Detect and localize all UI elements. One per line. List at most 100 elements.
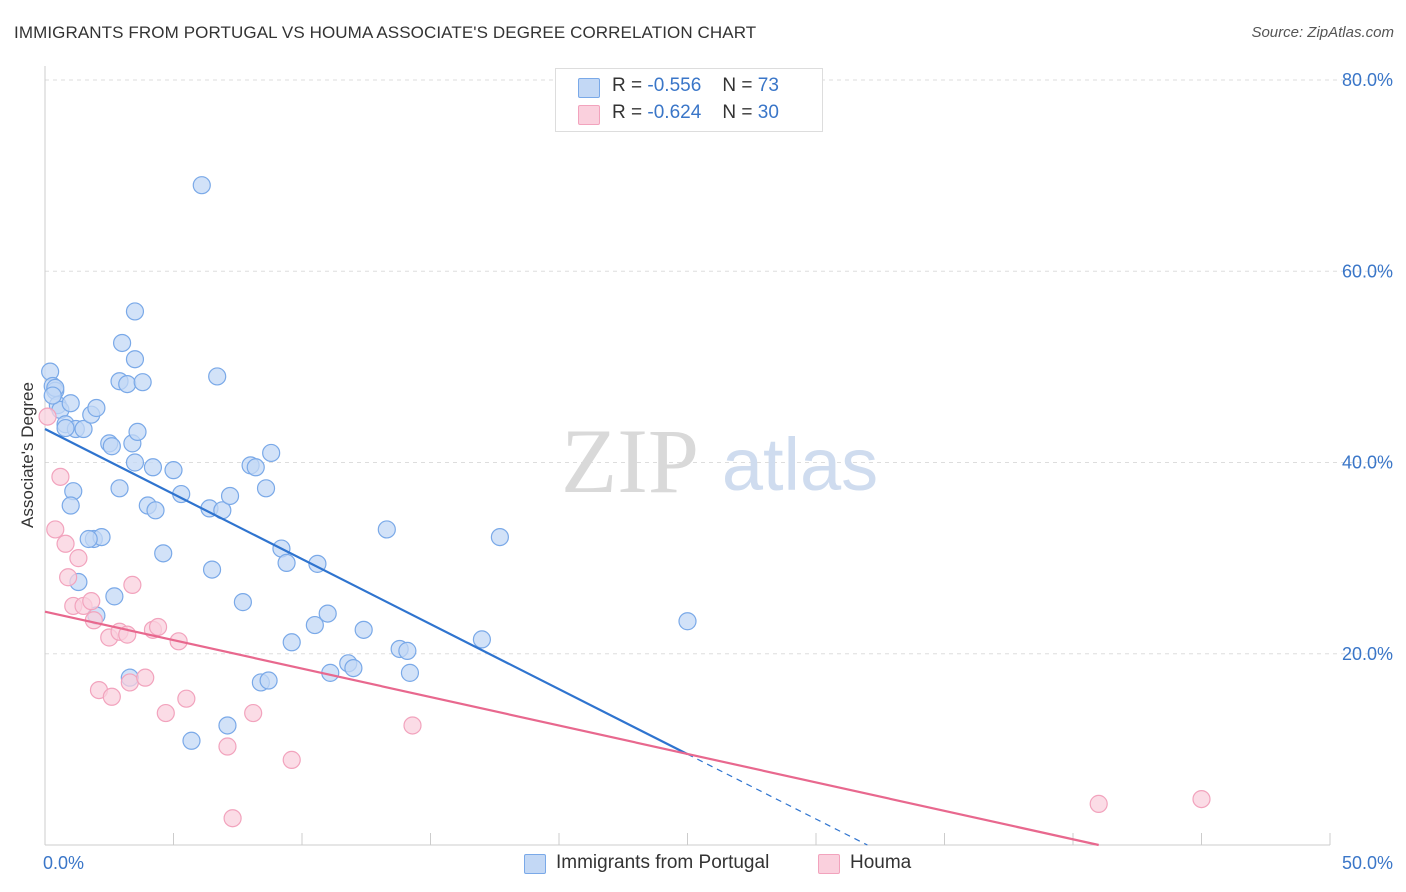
bottom-legend-label-portugal: Immigrants from Portugal xyxy=(556,852,770,873)
data-point xyxy=(256,479,276,498)
y-axis-label: Associate's Degree xyxy=(18,382,37,528)
legend-n-value-portugal: 73 xyxy=(757,75,779,96)
data-point xyxy=(56,534,75,553)
watermark: ZIP atlas xyxy=(561,410,878,512)
data-point xyxy=(61,394,80,413)
data-point xyxy=(110,479,129,498)
trend-lines xyxy=(44,428,1099,847)
y-tick-label: 40.0% xyxy=(1342,453,1393,473)
trend-line xyxy=(44,428,688,756)
grid-lines xyxy=(45,79,1392,655)
series-immigrants-from-portugal xyxy=(41,176,697,750)
data-point xyxy=(136,668,155,687)
data-point xyxy=(133,373,152,392)
x-tick-label: 50.0% xyxy=(1342,853,1393,873)
legend-r-value-houma: -0.624 xyxy=(647,102,702,123)
watermark-atlas: atlas xyxy=(722,423,878,506)
data-point xyxy=(403,716,422,735)
data-point xyxy=(177,689,196,708)
data-point xyxy=(82,592,101,611)
data-point xyxy=(223,809,242,828)
data-point xyxy=(182,731,201,750)
data-point xyxy=(164,461,183,480)
legend-r-label: R = xyxy=(612,75,643,96)
correlation-legend: R = -0.556 N = 73 R = -0.624 N = 30 xyxy=(555,68,823,132)
data-point xyxy=(38,407,57,426)
data-point xyxy=(154,544,173,563)
data-point xyxy=(69,549,88,568)
data-point xyxy=(74,419,93,439)
data-point xyxy=(105,587,124,606)
bottom-legend-swatch-houma xyxy=(818,854,840,874)
watermark-zip: ZIP xyxy=(561,410,699,512)
data-point xyxy=(120,673,139,692)
legend-r-value-portugal: -0.556 xyxy=(647,75,702,96)
data-point xyxy=(128,422,147,441)
data-point xyxy=(244,703,263,723)
data-point xyxy=(125,350,145,369)
data-point xyxy=(87,398,106,418)
data-point xyxy=(123,575,142,595)
data-point xyxy=(192,176,211,195)
data-point xyxy=(208,367,227,386)
legend-n-value-houma: 30 xyxy=(757,102,779,123)
data-point xyxy=(1089,794,1108,813)
data-point xyxy=(262,443,281,463)
data-point xyxy=(678,612,697,631)
source-label: Source: ZipAtlas.com xyxy=(1251,24,1394,41)
trend-line-extension xyxy=(687,753,868,846)
data-point xyxy=(1192,789,1211,809)
data-point xyxy=(61,496,80,515)
data-point xyxy=(156,703,175,723)
data-point xyxy=(51,467,70,486)
x-tick-label: 0.0% xyxy=(43,853,84,873)
data-point xyxy=(282,750,301,769)
data-point xyxy=(400,663,420,682)
data-point xyxy=(398,641,417,660)
data-point xyxy=(118,374,137,394)
data-point xyxy=(148,617,168,637)
legend-swatch-portugal xyxy=(578,78,600,98)
data-point xyxy=(125,453,145,472)
data-point xyxy=(220,486,240,506)
legend-r-label: R = xyxy=(612,102,643,123)
data-point xyxy=(282,633,301,652)
bottom-legend-swatch-portugal xyxy=(524,854,546,874)
data-point xyxy=(377,520,396,539)
y-tick-label: 80.0% xyxy=(1342,70,1393,90)
data-point xyxy=(246,458,265,477)
data-point xyxy=(344,658,363,678)
y-tick-label: 60.0% xyxy=(1342,261,1393,281)
data-point xyxy=(143,458,163,477)
tick-labels: 20.0% 40.0% 60.0% 80.0% 0.0% 50.0% xyxy=(43,70,1393,873)
axes xyxy=(44,66,1331,846)
data-point xyxy=(218,737,237,756)
data-point xyxy=(318,604,337,623)
data-point xyxy=(277,553,296,573)
data-point xyxy=(490,527,509,547)
data-point xyxy=(233,593,252,612)
data-point xyxy=(102,687,121,706)
data-point xyxy=(43,386,62,405)
data-point xyxy=(46,520,65,539)
bottom-legend-label-houma: Houma xyxy=(850,852,912,873)
data-point xyxy=(218,716,237,735)
data-point xyxy=(305,615,324,635)
data-point xyxy=(146,501,165,520)
legend-n-label: N = xyxy=(722,102,753,123)
legend-n-label: N = xyxy=(722,75,753,96)
data-point xyxy=(112,333,132,353)
y-tick-label: 20.0% xyxy=(1342,644,1393,664)
data-point xyxy=(202,560,222,579)
data-point xyxy=(472,630,491,649)
chart-title: IMMIGRANTS FROM PORTUGAL VS HOUMA ASSOCI… xyxy=(14,23,757,42)
data-point xyxy=(59,568,78,587)
trend-line xyxy=(44,610,1099,847)
data-point xyxy=(259,671,278,690)
legend-swatch-houma xyxy=(578,105,600,125)
data-point xyxy=(102,437,121,456)
data-point xyxy=(56,418,75,438)
data-point xyxy=(79,529,98,549)
data-point xyxy=(354,620,373,639)
